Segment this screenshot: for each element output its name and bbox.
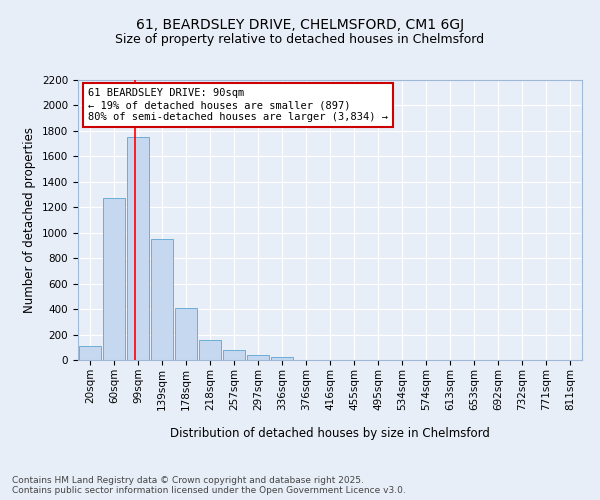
Bar — [199, 340, 221, 360]
Bar — [79, 346, 101, 360]
Bar — [247, 355, 269, 360]
Bar — [151, 239, 173, 360]
Text: Size of property relative to detached houses in Chelmsford: Size of property relative to detached ho… — [115, 32, 485, 46]
Bar — [103, 198, 125, 360]
Text: 61, BEARDSLEY DRIVE, CHELMSFORD, CM1 6GJ: 61, BEARDSLEY DRIVE, CHELMSFORD, CM1 6GJ — [136, 18, 464, 32]
Y-axis label: Number of detached properties: Number of detached properties — [23, 127, 37, 313]
Text: 61 BEARDSLEY DRIVE: 90sqm
← 19% of detached houses are smaller (897)
80% of semi: 61 BEARDSLEY DRIVE: 90sqm ← 19% of detac… — [88, 88, 388, 122]
Bar — [223, 350, 245, 360]
Text: Distribution of detached houses by size in Chelmsford: Distribution of detached houses by size … — [170, 428, 490, 440]
Bar — [175, 308, 197, 360]
Bar — [271, 358, 293, 360]
Text: Contains HM Land Registry data © Crown copyright and database right 2025.
Contai: Contains HM Land Registry data © Crown c… — [12, 476, 406, 495]
Bar — [127, 138, 149, 360]
